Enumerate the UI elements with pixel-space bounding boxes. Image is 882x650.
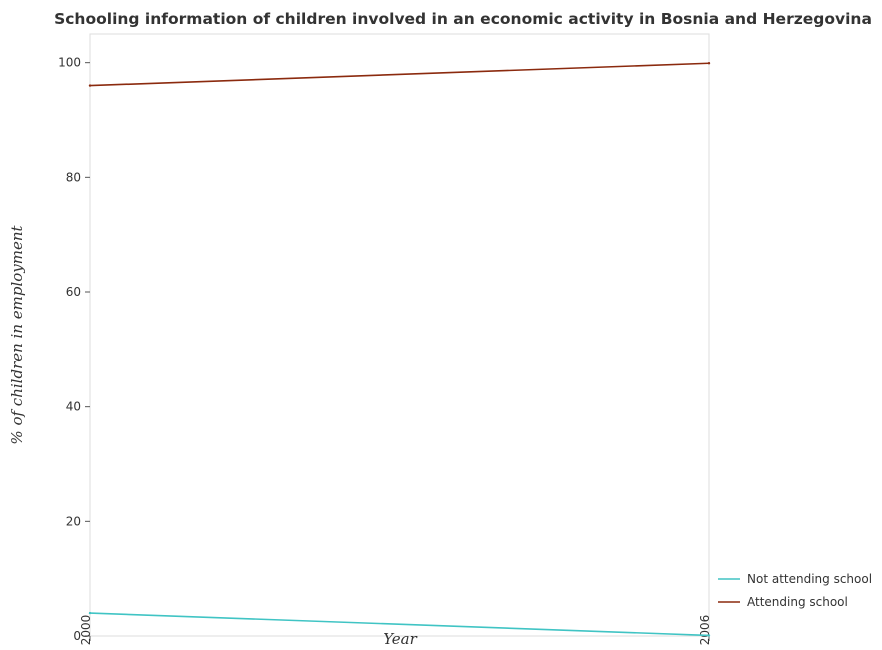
- x-tick-label: 2006: [698, 615, 712, 646]
- legend-label: Not attending school: [747, 572, 872, 586]
- chart-title: Schooling information of children involv…: [54, 10, 872, 28]
- x-tick-label: 2000: [79, 615, 93, 646]
- y-tick-label: 40: [66, 400, 81, 414]
- y-tick-label: 80: [66, 170, 81, 184]
- data-point: [707, 634, 711, 637]
- plot-area: [89, 33, 710, 637]
- data-point: [707, 62, 711, 65]
- series-lines: [88, 62, 711, 637]
- y-tick-label: 20: [66, 514, 81, 528]
- x-axis-title: Year: [383, 630, 417, 648]
- data-point: [88, 611, 92, 615]
- y-tick-label: 60: [66, 285, 81, 299]
- x-axis-ticks: 2000 2006: [79, 615, 712, 646]
- legend-label: Attending school: [747, 595, 848, 609]
- y-tick-label: 100: [58, 56, 81, 70]
- y-axis-title: % of children in employment: [8, 224, 26, 444]
- series-line-attending-school: [89, 62, 710, 87]
- legend: Not attending school Attending school: [718, 572, 872, 609]
- data-point: [88, 84, 92, 87]
- y-axis-ticks: 0 20 40 60 80 100: [58, 56, 90, 643]
- series-line-not-attending-school: [89, 612, 710, 637]
- y-tick-label: 0: [73, 629, 81, 643]
